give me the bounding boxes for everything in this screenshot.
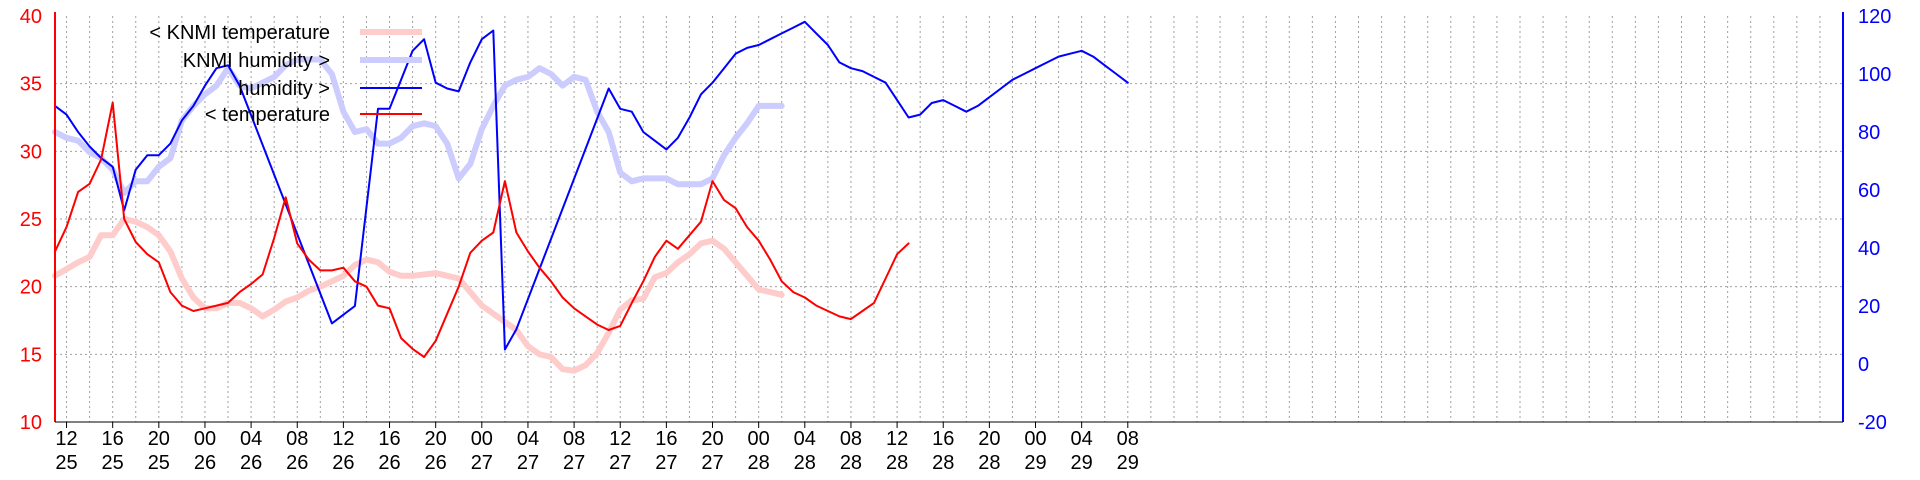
x-tick-hour: 12 (609, 428, 631, 450)
y-left-tick-label: 20 (20, 277, 42, 299)
x-tick-hour: 12 (332, 428, 354, 450)
x-tick-hour: 00 (1024, 428, 1046, 450)
legend: < KNMI temperature KNMI humidity > humidit… (149, 22, 422, 126)
y-left-tick-label: 10 (20, 412, 42, 434)
y-right-tick-label: -20 (1858, 412, 1887, 434)
x-tick-day: 28 (978, 452, 1000, 474)
x-tick-day: 27 (563, 452, 585, 474)
y-left-tick-label: 15 (20, 344, 42, 366)
x-tick-day: 25 (148, 452, 170, 474)
x-tick-day: 28 (932, 452, 954, 474)
x-tick-day: 26 (286, 452, 308, 474)
x-tick-hour: 16 (932, 428, 954, 450)
x-tick-day: 29 (1024, 452, 1046, 474)
y-left-tick-label: 40 (20, 6, 42, 28)
x-tick-day: 27 (471, 452, 493, 474)
x-tick-hour: 20 (425, 428, 447, 450)
y-right-tick-label: 20 (1858, 296, 1880, 318)
series-layer (52, 20, 1129, 374)
y-right-tick-label: 60 (1858, 180, 1880, 202)
x-tick-day: 28 (748, 452, 770, 474)
x-tick-day: 27 (517, 452, 539, 474)
x-tick-day: 26 (332, 452, 354, 474)
x-tick-hour: 12 (55, 428, 77, 450)
x-tick-hour: 20 (978, 428, 1000, 450)
x-tick-day: 27 (655, 452, 677, 474)
x-tick-day: 26 (378, 452, 400, 474)
x-tick-day: 27 (701, 452, 723, 474)
y-right-tick-label: 80 (1858, 122, 1880, 144)
x-tick-hour: 20 (148, 428, 170, 450)
x-tick-hour: 04 (517, 428, 539, 450)
x-tick-day: 26 (194, 452, 216, 474)
y-left-tick-label: 30 (20, 141, 42, 163)
x-tick-hour: 04 (240, 428, 262, 450)
x-tick-day: 25 (55, 452, 77, 474)
x-tick-day: 25 (102, 452, 124, 474)
legend-label: humidity > (238, 78, 330, 100)
grid (55, 16, 1843, 422)
legend-label: < temperature (205, 104, 330, 126)
x-tick-hour: 00 (471, 428, 493, 450)
x-tick-day: 29 (1117, 452, 1139, 474)
series-line-2 (54, 20, 1129, 351)
x-tick-hour: 08 (1117, 428, 1139, 450)
x-tick-hour: 04 (794, 428, 816, 450)
x-tick-hour: 04 (1071, 428, 1093, 450)
series-line-3 (54, 101, 910, 358)
x-tick-hour: 16 (655, 428, 677, 450)
legend-label: < KNMI temperature (149, 22, 330, 44)
x-tick-hour: 00 (748, 428, 770, 450)
legend-label: KNMI humidity > (183, 50, 330, 72)
y-left-tick-label: 35 (20, 74, 42, 96)
x-tick-day: 27 (609, 452, 631, 474)
x-tick-day: 26 (240, 452, 262, 474)
x-tick-hour: 16 (102, 428, 124, 450)
x-tick-hour: 12 (886, 428, 908, 450)
series-line-1 (52, 56, 785, 196)
y-right-tick-label: 40 (1858, 238, 1880, 260)
x-tick-hour: 08 (563, 428, 585, 450)
x-tick-hour: 00 (194, 428, 216, 450)
series-line-0 (52, 216, 785, 374)
x-tick-hour: 16 (378, 428, 400, 450)
axes: 10152025303540-2002040608010012012251625… (20, 6, 1892, 474)
y-right-tick-label: 100 (1858, 64, 1891, 86)
x-tick-day: 26 (425, 452, 447, 474)
x-tick-hour: 08 (840, 428, 862, 450)
x-tick-day: 29 (1071, 452, 1093, 474)
x-tick-day: 28 (840, 452, 862, 474)
y-right-tick-label: 120 (1858, 6, 1891, 28)
y-right-tick-label: 0 (1858, 354, 1869, 376)
x-tick-hour: 20 (701, 428, 723, 450)
x-tick-day: 28 (886, 452, 908, 474)
y-left-tick-label: 25 (20, 209, 42, 231)
x-tick-day: 28 (794, 452, 816, 474)
x-tick-hour: 08 (286, 428, 308, 450)
